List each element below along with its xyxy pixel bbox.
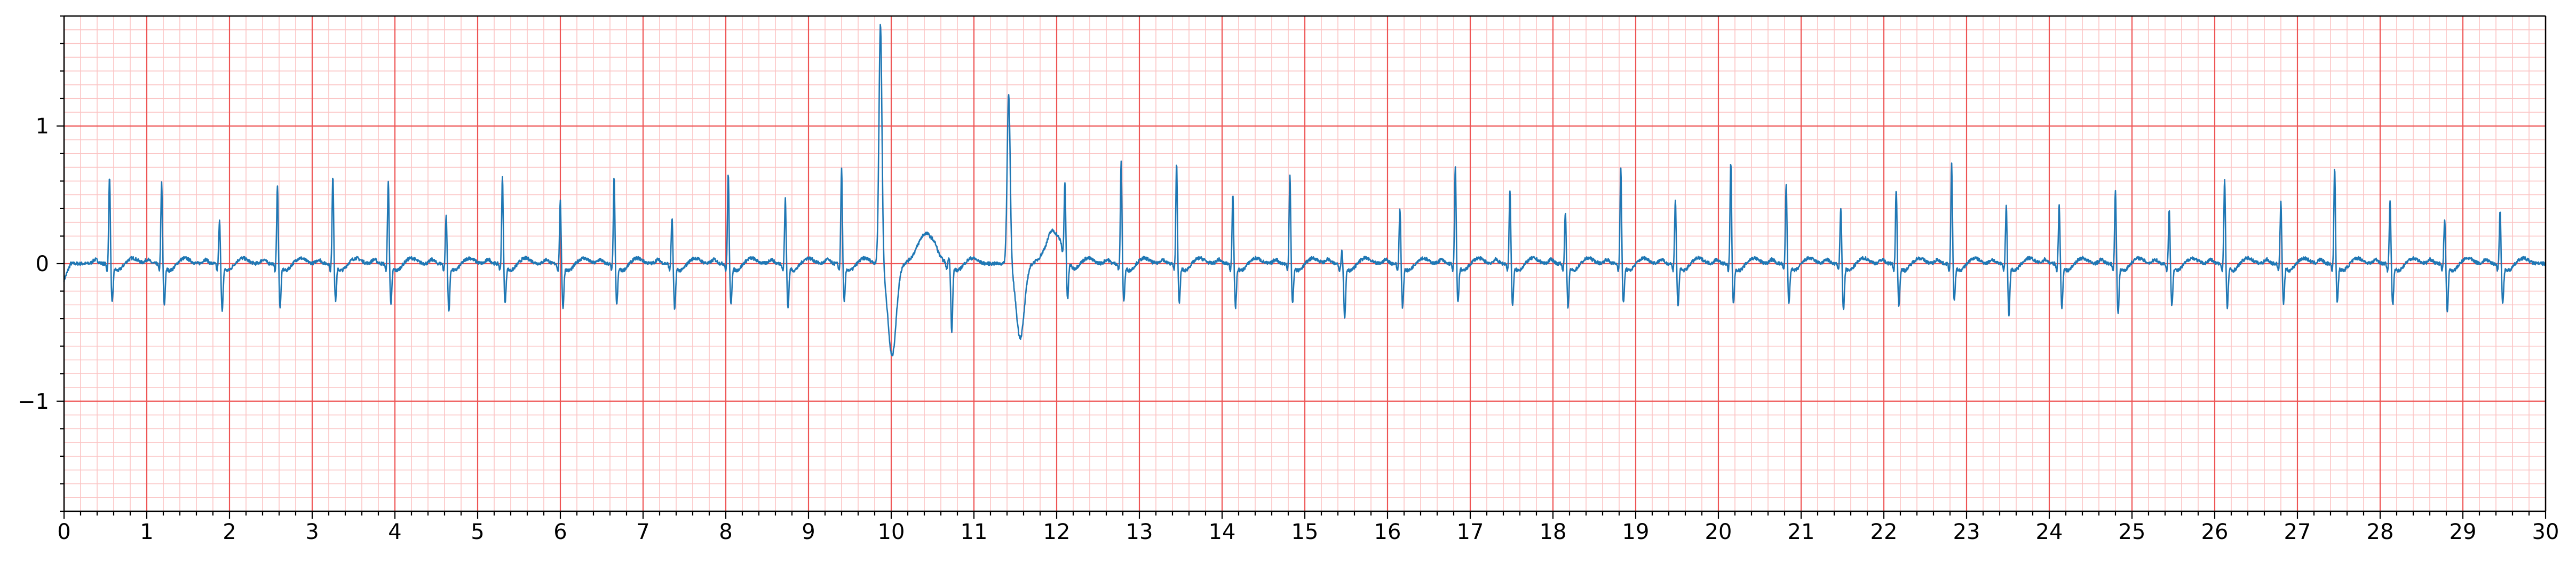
ecg-trace-line <box>63 23 2547 356</box>
x-tick-label: 17 <box>1457 520 1484 544</box>
x-tick-label: 15 <box>1291 520 1319 544</box>
x-tick-label: 12 <box>1043 520 1071 544</box>
x-tick-label: 22 <box>1870 520 1898 544</box>
y-tick-label: 0 <box>36 252 49 276</box>
x-tick-label: 14 <box>1209 520 1236 544</box>
x-tick-label: 0 <box>57 520 70 544</box>
x-tick-label: 10 <box>878 520 905 544</box>
x-tick-label: 26 <box>2201 520 2229 544</box>
x-tick-label: 4 <box>388 520 401 544</box>
x-tick-label: 28 <box>2367 520 2394 544</box>
x-tick-label: 3 <box>305 520 319 544</box>
y-tick-label: 1 <box>36 114 49 139</box>
x-tick-label: 1 <box>140 520 153 544</box>
x-tick-label: 29 <box>2450 520 2477 544</box>
x-tick-label: 8 <box>719 520 732 544</box>
y-tick-label: −1 <box>18 390 49 414</box>
x-tick-label: 24 <box>2036 520 2063 544</box>
x-tick-label: 27 <box>2284 520 2311 544</box>
x-tick-label: 16 <box>1374 520 1401 544</box>
y-axis-ticks: 1 0 −1 <box>18 15 64 512</box>
x-tick-label: 20 <box>1705 520 1732 544</box>
x-tick-label: 11 <box>961 520 988 544</box>
x-tick-label: 18 <box>1540 520 1567 544</box>
x-tick-label: 30 <box>2532 520 2559 544</box>
x-tick-label: 2 <box>223 520 236 544</box>
x-tick-label: 19 <box>1622 520 1650 544</box>
x-tick-label: 23 <box>1953 520 1980 544</box>
x-tick-label: 13 <box>1126 520 1153 544</box>
x-tick-label: 25 <box>2119 520 2146 544</box>
x-tick-label: 5 <box>471 520 484 544</box>
x-tick-label: 7 <box>636 520 649 544</box>
x-tick-label: 6 <box>553 520 567 544</box>
x-axis-ticks: 0 1 2 3 4 5 6 7 8 9 10 11 12 13 14 15 16 17 18 19 20 21 22 23 24… <box>57 511 2559 544</box>
x-tick-label: 9 <box>802 520 815 544</box>
x-tick-label: 21 <box>1788 520 1815 544</box>
